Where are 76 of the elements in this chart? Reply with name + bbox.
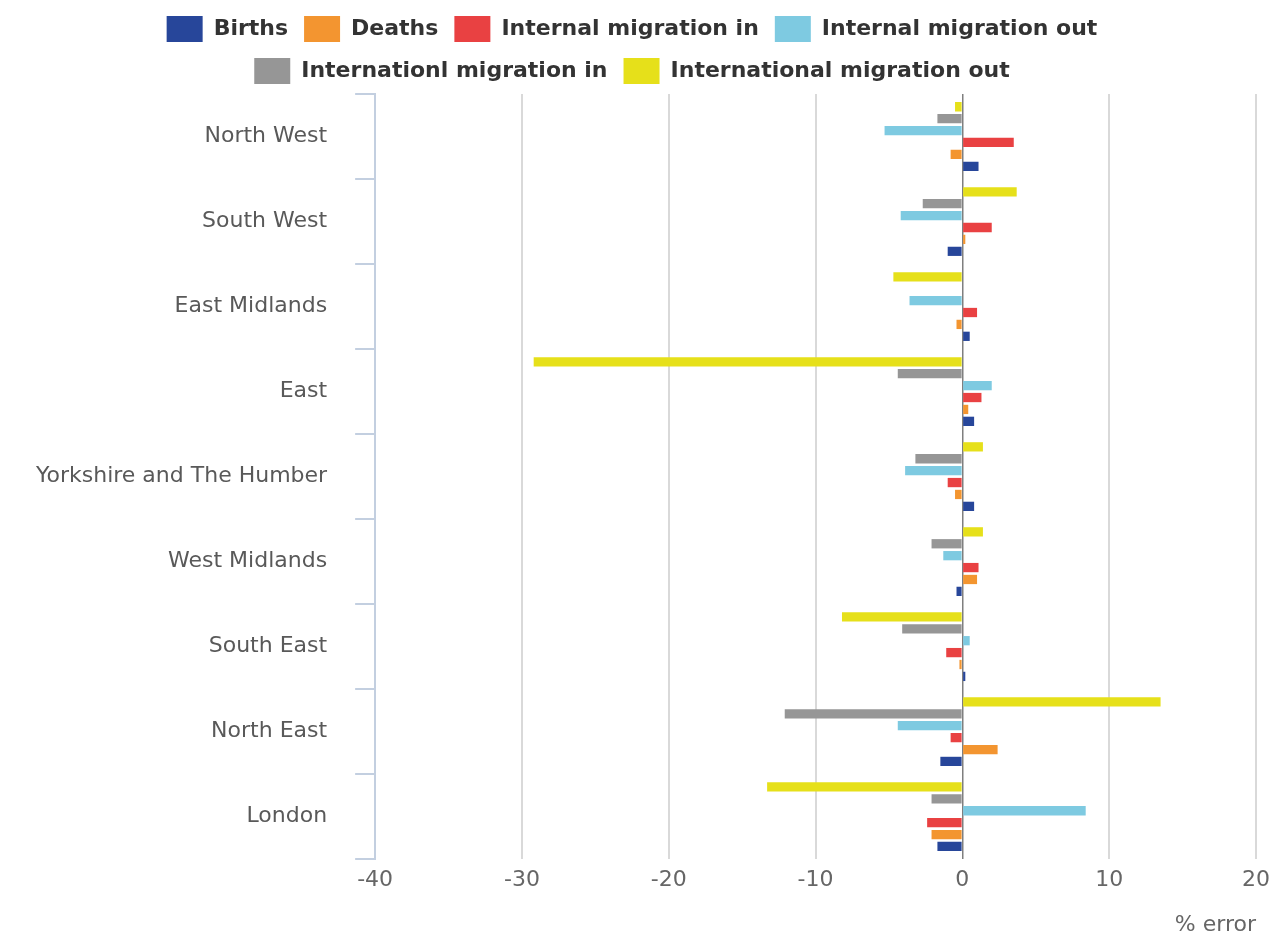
- bar: [950, 732, 962, 743]
- x-tick-label: 20: [1242, 866, 1270, 892]
- bar: [767, 782, 962, 792]
- x-tick-label: -10: [797, 866, 834, 892]
- bar: [963, 442, 983, 452]
- y-tick-label: North West: [204, 122, 328, 148]
- bar: [950, 149, 962, 160]
- bar: [963, 307, 978, 318]
- legend-label: Deaths: [351, 14, 439, 40]
- legend-label: Internationl migration in: [301, 56, 608, 82]
- bar: [943, 551, 962, 561]
- bar: [937, 841, 962, 852]
- bar: [940, 756, 962, 767]
- bar: [902, 624, 962, 634]
- x-tick-label: 0: [955, 866, 970, 892]
- bar: [963, 234, 966, 245]
- bar: [955, 489, 962, 500]
- bar: [963, 744, 998, 755]
- bar: [956, 319, 962, 330]
- bar: [963, 416, 975, 426]
- legend-label: Internal migration in: [501, 14, 759, 40]
- bar: [956, 586, 962, 597]
- bar: [937, 114, 962, 124]
- bar: [884, 125, 962, 136]
- x-tick-label: -20: [650, 866, 687, 892]
- y-tick-label: East Midlands: [174, 292, 328, 318]
- bar: [963, 380, 992, 391]
- y-tick-label: West Midlands: [168, 547, 328, 573]
- legend-label: Births: [213, 14, 289, 40]
- bar: [784, 709, 962, 719]
- bar: [931, 539, 962, 549]
- x-tick-label: 10: [1095, 866, 1124, 892]
- bar: [900, 210, 962, 221]
- bar: [963, 137, 1014, 148]
- bar: [927, 818, 962, 828]
- bar: [909, 295, 962, 306]
- bar: [922, 199, 962, 209]
- bar: [963, 187, 1017, 197]
- bar: [893, 272, 962, 282]
- bar: [959, 659, 962, 670]
- y-tick-label: North East: [211, 717, 328, 743]
- bar: [963, 161, 979, 171]
- x-tick-label: -40: [357, 866, 394, 892]
- bar: [963, 527, 983, 537]
- bar: [905, 466, 962, 476]
- bar: [963, 806, 1086, 816]
- x-axis-title: % error: [1174, 910, 1257, 936]
- bar: [963, 697, 1161, 707]
- bar: [963, 671, 966, 682]
- legend-label: Internal migration out: [821, 14, 1098, 40]
- bar: [963, 636, 970, 646]
- y-tick-label: Yorkshire and The Humber: [35, 462, 329, 488]
- bar: [947, 246, 962, 256]
- bar: [897, 721, 962, 731]
- y-tick-label: South East: [208, 632, 328, 658]
- bar: [963, 501, 975, 511]
- bar: [963, 392, 982, 403]
- bar: [947, 477, 962, 488]
- bar: [963, 562, 979, 573]
- bar: [931, 829, 962, 840]
- bar: [915, 454, 962, 464]
- x-tick-label: -30: [503, 866, 540, 892]
- bar: [963, 331, 970, 341]
- y-tick-label: London: [246, 802, 328, 828]
- bar: [931, 794, 962, 804]
- y-tick-label: East: [279, 377, 328, 403]
- bar: [946, 647, 962, 658]
- bar: [533, 357, 962, 367]
- y-tick-label: South West: [202, 207, 328, 233]
- bar: [955, 102, 962, 112]
- bar: [841, 612, 962, 622]
- bar: [963, 574, 978, 585]
- bar: [897, 369, 962, 379]
- bar: [963, 404, 969, 415]
- bar: [963, 222, 992, 233]
- legend-label: International migration out: [670, 56, 1011, 82]
